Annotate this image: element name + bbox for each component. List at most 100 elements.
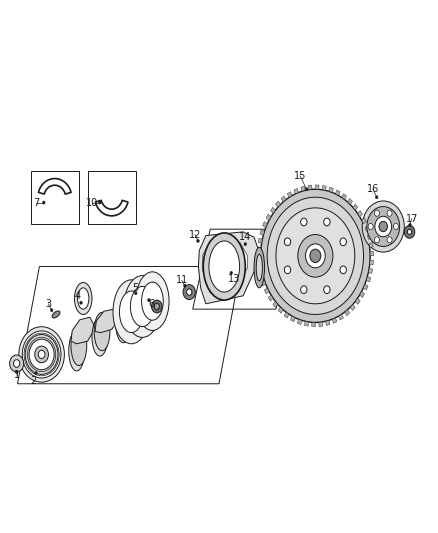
Text: 6: 6 xyxy=(148,299,154,309)
Circle shape xyxy=(19,327,64,382)
Circle shape xyxy=(300,218,307,226)
Circle shape xyxy=(298,235,333,277)
Ellipse shape xyxy=(69,330,85,371)
Bar xyxy=(31,171,79,224)
Polygon shape xyxy=(257,247,261,252)
Circle shape xyxy=(261,189,370,322)
Ellipse shape xyxy=(136,272,169,330)
Polygon shape xyxy=(294,189,298,194)
Polygon shape xyxy=(261,280,266,286)
Text: 14: 14 xyxy=(239,232,251,242)
Circle shape xyxy=(375,216,392,237)
Polygon shape xyxy=(71,317,95,344)
Circle shape xyxy=(375,196,378,199)
Text: 1: 1 xyxy=(14,370,20,380)
Text: 16: 16 xyxy=(367,184,379,194)
Polygon shape xyxy=(271,207,276,213)
Circle shape xyxy=(10,355,24,372)
Ellipse shape xyxy=(256,254,262,281)
Circle shape xyxy=(152,300,162,313)
Polygon shape xyxy=(257,256,261,260)
Polygon shape xyxy=(276,201,280,207)
Circle shape xyxy=(374,210,379,216)
Circle shape xyxy=(284,266,291,274)
Circle shape xyxy=(340,238,346,246)
Circle shape xyxy=(35,372,37,375)
Polygon shape xyxy=(266,214,271,220)
Circle shape xyxy=(29,339,54,370)
Polygon shape xyxy=(315,185,319,189)
Circle shape xyxy=(324,286,330,294)
Circle shape xyxy=(187,289,192,295)
Polygon shape xyxy=(365,225,370,231)
Circle shape xyxy=(50,309,53,312)
Circle shape xyxy=(367,207,399,246)
Polygon shape xyxy=(287,192,292,197)
Ellipse shape xyxy=(113,280,150,344)
Polygon shape xyxy=(264,288,269,294)
Polygon shape xyxy=(263,222,267,228)
Polygon shape xyxy=(281,196,286,202)
Ellipse shape xyxy=(118,299,134,337)
Polygon shape xyxy=(325,320,330,326)
Circle shape xyxy=(409,223,411,227)
Polygon shape xyxy=(308,185,312,190)
Text: 12: 12 xyxy=(189,230,201,239)
Text: 17: 17 xyxy=(406,214,418,223)
Ellipse shape xyxy=(254,247,265,288)
Circle shape xyxy=(374,237,379,243)
Polygon shape xyxy=(258,264,261,269)
Polygon shape xyxy=(304,321,308,326)
Ellipse shape xyxy=(74,282,92,314)
Bar xyxy=(88,171,136,224)
Ellipse shape xyxy=(141,282,163,320)
Ellipse shape xyxy=(203,233,245,300)
Polygon shape xyxy=(312,322,315,327)
Polygon shape xyxy=(353,204,358,210)
Polygon shape xyxy=(119,296,143,320)
Circle shape xyxy=(25,335,58,374)
Circle shape xyxy=(340,266,346,274)
Polygon shape xyxy=(198,232,261,304)
Polygon shape xyxy=(284,312,289,318)
Polygon shape xyxy=(357,211,363,217)
Circle shape xyxy=(404,225,415,238)
Polygon shape xyxy=(259,272,263,278)
Polygon shape xyxy=(329,187,333,192)
Circle shape xyxy=(368,223,373,230)
Circle shape xyxy=(305,188,308,191)
Circle shape xyxy=(305,244,325,268)
Circle shape xyxy=(183,285,195,300)
Text: 15: 15 xyxy=(294,171,306,181)
Polygon shape xyxy=(345,310,350,316)
Polygon shape xyxy=(362,218,367,224)
Polygon shape xyxy=(332,318,337,323)
Circle shape xyxy=(14,360,20,367)
Circle shape xyxy=(387,237,392,243)
Polygon shape xyxy=(342,193,346,199)
Circle shape xyxy=(184,284,186,287)
Circle shape xyxy=(362,201,404,252)
Circle shape xyxy=(300,286,307,294)
Polygon shape xyxy=(301,186,305,191)
Ellipse shape xyxy=(52,311,60,318)
Text: 10: 10 xyxy=(86,198,98,207)
Polygon shape xyxy=(368,268,373,273)
Circle shape xyxy=(310,249,321,263)
Text: 13: 13 xyxy=(228,274,240,284)
Ellipse shape xyxy=(116,304,131,343)
Text: 4: 4 xyxy=(75,291,81,301)
Circle shape xyxy=(134,292,137,295)
Circle shape xyxy=(148,298,150,302)
Polygon shape xyxy=(367,234,372,239)
Circle shape xyxy=(407,229,412,235)
Circle shape xyxy=(15,370,18,374)
Polygon shape xyxy=(364,284,368,290)
Circle shape xyxy=(42,201,45,204)
Polygon shape xyxy=(350,304,355,310)
Polygon shape xyxy=(347,198,353,205)
Circle shape xyxy=(154,303,159,310)
Polygon shape xyxy=(319,322,323,327)
Text: 7: 7 xyxy=(33,198,39,207)
Ellipse shape xyxy=(120,291,143,333)
